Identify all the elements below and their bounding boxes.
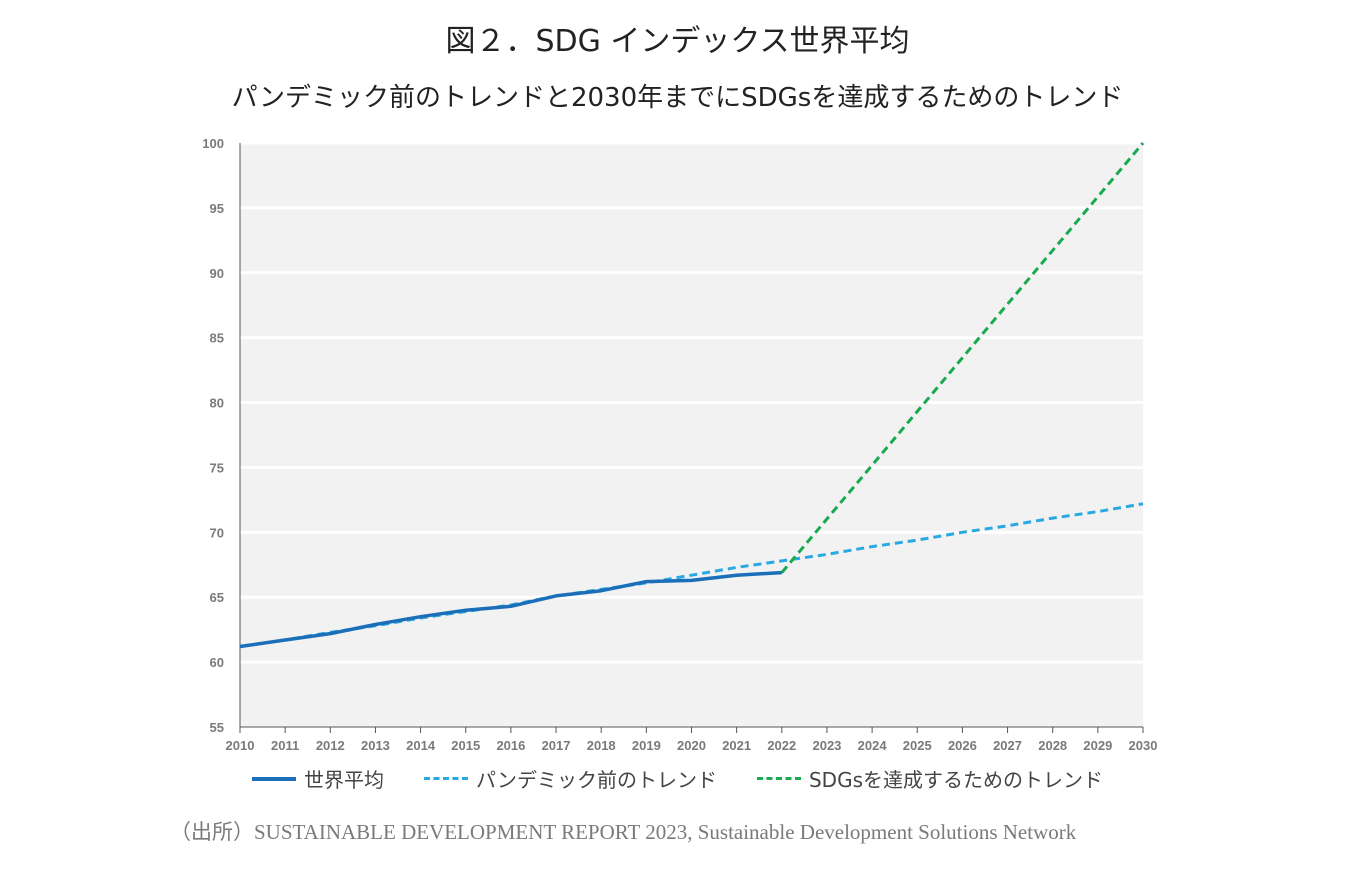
- legend-swatch-sdg-achievement-trend: [756, 777, 801, 780]
- x-tick-label-2010: 2010: [226, 738, 255, 753]
- x-tick-label-2021: 2021: [722, 738, 751, 753]
- y-tick-label-75: 75: [210, 460, 224, 475]
- x-tick-label-2020: 2020: [677, 738, 706, 753]
- y-tick-label-80: 80: [210, 396, 224, 411]
- series-world-average-line: [239, 570, 782, 649]
- x-tick-label-2026: 2026: [948, 738, 977, 753]
- x-tick-label-2012: 2012: [316, 738, 345, 753]
- y-tick-label-65: 65: [210, 590, 224, 605]
- x-tick-label-2029: 2029: [1083, 738, 1112, 753]
- y-axis: 55 60 65 70 75 80 85 90 95 100: [202, 136, 241, 735]
- x-axis: 2010 2011 2012 2013 2014 2015 2016 2017 2018 2019…: [226, 726, 1158, 753]
- x-tick-label-2030: 2030: [1129, 738, 1158, 753]
- legend-label-world-average: 世界平均: [303, 768, 384, 792]
- y-tick-label-70: 70: [210, 525, 224, 540]
- source-note: （出所）SUSTAINABLE DEVELOPMENT REPORT 2023,…: [170, 820, 1077, 844]
- legend: 世界平均 パンデミック前のトレンド SDGsを達成するためのトレンド: [0, 764, 1355, 793]
- x-tick-label-2023: 2023: [812, 738, 841, 753]
- gridlines: [240, 141, 1143, 664]
- legend-label-pre-pandemic-trend: パンデミック前のトレンド: [475, 768, 717, 792]
- x-tick-label-2014: 2014: [406, 738, 436, 753]
- legend-label-sdg-achievement-trend: SDGsを達成するためのトレンド: [808, 768, 1103, 792]
- y-tick-label-60: 60: [210, 655, 224, 670]
- x-tick-label-2027: 2027: [993, 738, 1022, 753]
- x-tick-label-2025: 2025: [903, 738, 932, 753]
- x-tick-label-2011: 2011: [271, 738, 299, 753]
- x-tick-label-2018: 2018: [587, 738, 616, 753]
- legend-item-pre-pandemic-trend: パンデミック前のトレンド: [423, 764, 717, 793]
- x-tick-label-2015: 2015: [451, 738, 480, 753]
- x-tick-label-2028: 2028: [1038, 738, 1067, 753]
- x-tick-label-2019: 2019: [632, 738, 661, 753]
- x-tick-label-2024: 2024: [858, 738, 888, 753]
- x-tick-label-2013: 2013: [361, 738, 390, 753]
- legend-item-world-average: 世界平均: [251, 764, 384, 793]
- series-lines: [239, 142, 1145, 649]
- y-tick-label-85: 85: [210, 331, 224, 346]
- x-tick-label-2022: 2022: [767, 738, 796, 753]
- legend-swatch-world-average: [251, 776, 296, 781]
- x-tick-label-2016: 2016: [496, 738, 525, 753]
- x-tick-label-2017: 2017: [542, 738, 571, 753]
- series-sdg-achievement-trend-line: [780, 142, 1145, 574]
- y-tick-label-90: 90: [210, 266, 224, 281]
- chart-subtitle: パンデミック前のトレンドと2030年までにSDGsを達成するためのトレンド: [231, 83, 1124, 113]
- series-pre-pandemic-trend-line: [239, 502, 1144, 648]
- chart-title: 図２．SDG インデックス世界平均: [445, 24, 910, 59]
- y-tick-label-95: 95: [210, 201, 224, 216]
- plot-area: [240, 143, 1143, 727]
- y-tick-label-55: 55: [210, 720, 224, 735]
- legend-swatch-pre-pandemic-trend: [423, 777, 468, 780]
- y-tick-label-100: 100: [202, 136, 224, 151]
- legend-item-sdg-achievement-trend: SDGsを達成するためのトレンド: [756, 764, 1103, 793]
